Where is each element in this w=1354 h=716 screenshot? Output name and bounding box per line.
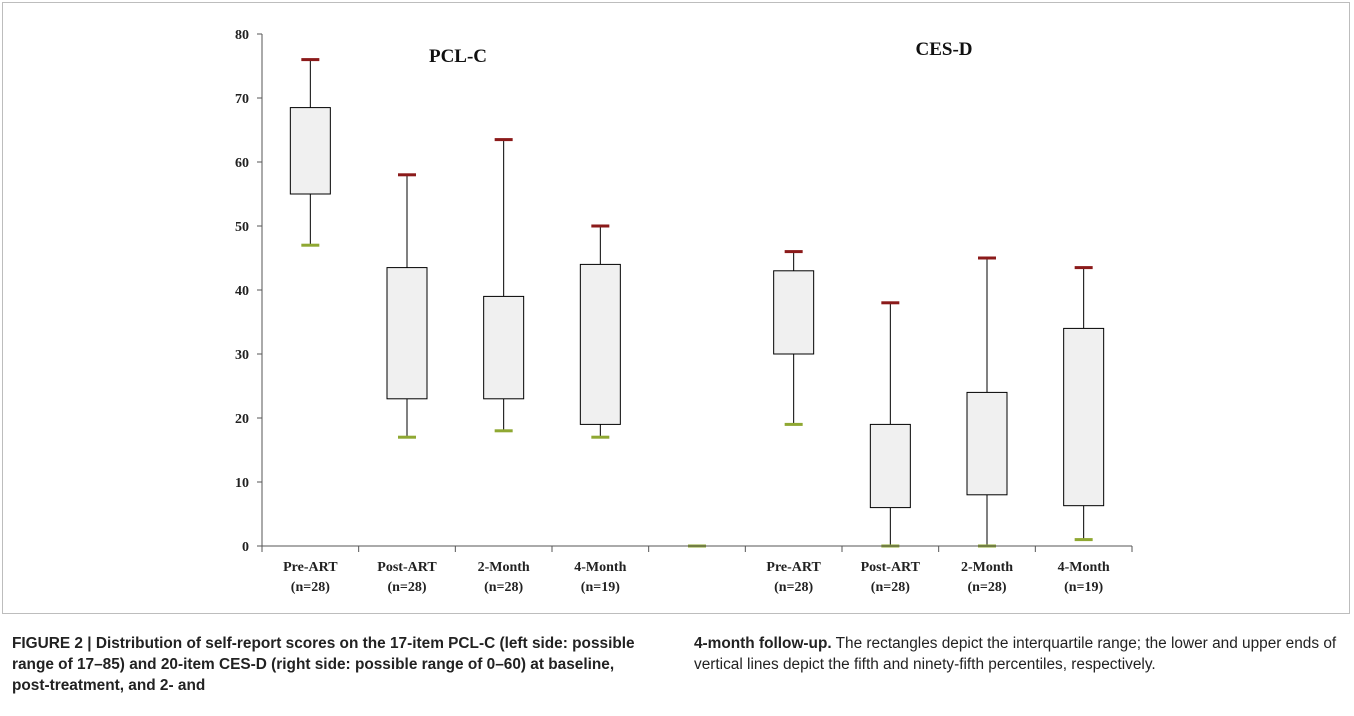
- x-category-label: Post-ART: [377, 560, 437, 575]
- y-tick-label: 50: [235, 220, 249, 235]
- iqr-box: [773, 270, 815, 355]
- y-tick-label: 0: [242, 540, 249, 555]
- y-tick-label: 60: [235, 156, 249, 171]
- iqr-box: [579, 263, 621, 425]
- y-tick-label: 10: [235, 476, 249, 491]
- p5-cap: [398, 435, 416, 439]
- y-tick-label: 30: [235, 348, 249, 363]
- iqr-box: [1063, 327, 1105, 507]
- boxplot-chart: 0 10 20 30 40 50 60 70 80 Pre-ART (n=28) Post-ART (…: [235, 28, 1133, 595]
- x-axis: Pre-ART (n=28) Post-ART (n=28) 2-Month (n=28)…: [261, 545, 1133, 595]
- figure-caption-right: 4-month follow-up. The rectangles depict…: [694, 633, 1344, 675]
- figure-frame: [2, 2, 1350, 614]
- y-axis: 0 10 20 30 40 50 60 70 80: [235, 28, 263, 555]
- y-tick-label: 20: [235, 412, 249, 427]
- p95-cap: [398, 173, 416, 177]
- y-tick-label: 70: [235, 92, 249, 107]
- y-tick-label: 80: [235, 28, 249, 43]
- x-category-count: (n=28): [967, 580, 1006, 595]
- x-category-count: (n=28): [387, 580, 426, 595]
- box-8: [1063, 266, 1105, 542]
- caption-left-bold: FIGURE 2 | Distribution of self-report s…: [12, 635, 635, 694]
- panel-title-ces-d: CES-D: [915, 39, 972, 60]
- box-2: [483, 138, 525, 433]
- p95-cap: [978, 256, 996, 260]
- p95-cap: [784, 250, 803, 254]
- x-category-count: (n=28): [871, 580, 910, 595]
- x-category-label: 4-Month: [574, 560, 626, 575]
- box-series: [289, 58, 1105, 548]
- iqr-box: [386, 267, 428, 400]
- x-category-label: Pre-ART: [283, 560, 338, 575]
- x-category-count: (n=28): [291, 580, 330, 595]
- x-category-label: 2-Month: [961, 560, 1013, 575]
- box-3: [579, 224, 621, 439]
- p95-cap: [494, 138, 513, 142]
- iqr-box: [483, 295, 525, 400]
- x-category-label: 4-Month: [1058, 560, 1110, 575]
- x-category-label: 2-Month: [478, 560, 530, 575]
- p95-cap: [1074, 266, 1093, 270]
- figure-caption-left: FIGURE 2 | Distribution of self-report s…: [12, 633, 652, 696]
- caption-right-text: The rectangles depict the interquartile …: [694, 635, 1337, 673]
- iqr-box: [966, 391, 1008, 496]
- p5-cap: [784, 422, 803, 426]
- p5-cap: [1074, 538, 1093, 542]
- x-category-label: Post-ART: [861, 560, 921, 575]
- p95-cap: [881, 301, 900, 305]
- p95-cap: [591, 224, 610, 228]
- x-category-count: (n=28): [774, 580, 813, 595]
- panel-title-pcl-c: PCL-C: [429, 46, 487, 67]
- box-5: [773, 250, 815, 426]
- x-category-count: (n=19): [1064, 580, 1103, 595]
- box-0: [289, 58, 331, 247]
- x-category-count: (n=19): [581, 580, 620, 595]
- box-6: [869, 301, 911, 548]
- x-category-label: Pre-ART: [766, 560, 821, 575]
- p95-cap: [301, 58, 320, 62]
- p5-cap: [591, 435, 610, 439]
- iqr-box: [289, 107, 331, 195]
- x-category-count: (n=28): [484, 580, 523, 595]
- p5-cap: [301, 243, 320, 247]
- box-7: [966, 256, 1008, 548]
- iqr-box: [869, 423, 911, 509]
- y-tick-label: 40: [235, 284, 249, 299]
- box-1: [386, 173, 428, 439]
- caption-right-bold: 4-month follow-up.: [694, 635, 832, 652]
- p5-cap: [494, 429, 513, 433]
